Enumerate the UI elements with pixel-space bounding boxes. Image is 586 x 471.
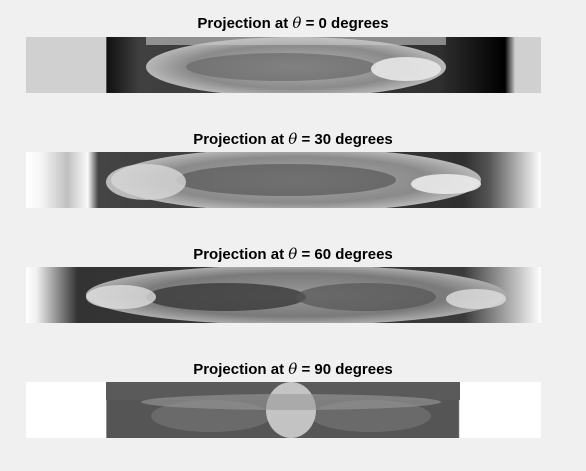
theta-symbol: θ (292, 14, 302, 32)
title-suffix: = 90 degrees (297, 361, 393, 378)
title-suffix: = 30 degrees (297, 131, 393, 148)
title-suffix: = 60 degrees (297, 246, 393, 263)
projection-title-2: Projection at θ = 60 degrees (0, 245, 586, 263)
projection-image-0 (26, 37, 541, 93)
projection-title-0: Projection at θ = 0 degrees (0, 14, 586, 32)
projection-image-3 (26, 382, 541, 438)
theta-symbol: θ (288, 130, 298, 148)
title-prefix: Projection at (193, 246, 289, 263)
projection-image-2 (26, 267, 541, 323)
title-prefix: Projection at (193, 361, 289, 378)
projection-title-1: Projection at θ = 30 degrees (0, 130, 586, 148)
projection-title-3: Projection at θ = 90 degrees (0, 360, 586, 378)
projection-image-1 (26, 152, 541, 208)
title-suffix: = 0 degrees (301, 15, 389, 32)
theta-symbol: θ (288, 245, 298, 263)
title-prefix: Projection at (197, 15, 293, 32)
theta-symbol: θ (288, 360, 298, 378)
title-prefix: Projection at (193, 131, 289, 148)
